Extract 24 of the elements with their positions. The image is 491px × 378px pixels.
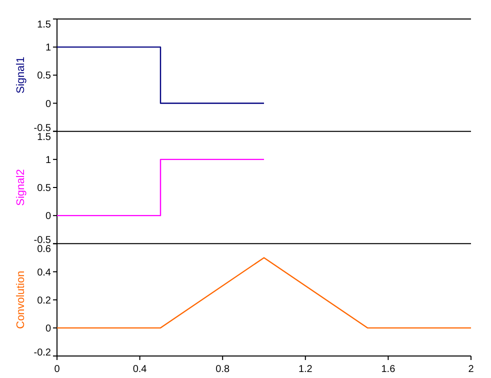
y-tick-label: 1 xyxy=(45,154,52,166)
y-tick-label: -0.2 xyxy=(34,348,52,358)
x-tick-label: 0.8 xyxy=(216,364,230,375)
y-tick-label: 0 xyxy=(45,98,52,110)
x-tick-label: 0.4 xyxy=(132,364,148,375)
y-tick-label: 0 xyxy=(45,323,52,334)
y-tick-label: 0.2 xyxy=(37,295,52,306)
x-tick-label: 2 xyxy=(468,364,474,375)
y-tick-label: 1.5 xyxy=(37,20,52,30)
x-tick-label: 1.2 xyxy=(298,364,313,375)
x-tick-label: 1.6 xyxy=(381,364,396,375)
y-axis-title: Signal2 xyxy=(15,169,27,206)
x-tick-label: 0 xyxy=(54,364,60,375)
y-tick-label: 1.5 xyxy=(37,132,52,143)
y-tick-label: -0.5 xyxy=(34,235,52,246)
y-tick-label: 0.4 xyxy=(37,267,52,278)
y-axis-title: Convolution xyxy=(15,270,27,329)
y-tick-label: 0 xyxy=(45,211,52,222)
y-tick-label: 0.6 xyxy=(37,244,52,256)
y-tick-label: 0.5 xyxy=(37,183,52,194)
y-tick-label: 0.5 xyxy=(37,70,52,82)
y-tick-label: -0.5 xyxy=(34,122,52,134)
y-tick-label: 1 xyxy=(45,42,52,54)
y-axis-title: Signal1 xyxy=(15,56,27,94)
